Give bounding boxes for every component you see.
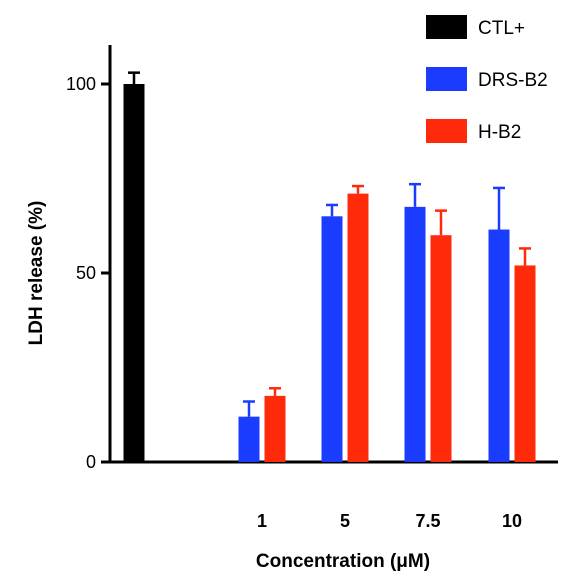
y-tick-label: 50 bbox=[76, 263, 96, 283]
bar-h-b2 bbox=[264, 395, 286, 462]
bar-h-b2 bbox=[430, 235, 452, 462]
legend-swatch bbox=[426, 119, 467, 143]
x-tick-label: 5 bbox=[340, 511, 350, 531]
legend-swatch bbox=[426, 67, 467, 91]
category-labels: 1 5 7.5 10 bbox=[257, 511, 522, 531]
bar-h-b2 bbox=[347, 193, 369, 462]
legend-label: H-B2 bbox=[478, 122, 521, 143]
legend: CTL+ DRS-B2 H-B2 bbox=[426, 15, 548, 143]
bar-drs-b2 bbox=[238, 416, 260, 462]
y-axis: 0 50 100 bbox=[66, 45, 112, 472]
bars bbox=[123, 84, 536, 462]
bar-h-b2 bbox=[514, 265, 536, 462]
error-bars bbox=[128, 71, 531, 417]
x-tick-label: 7.5 bbox=[415, 511, 440, 531]
bar-drs-b2 bbox=[321, 216, 343, 462]
bar-drs-b2 bbox=[404, 206, 426, 462]
legend-label: DRS-B2 bbox=[478, 70, 548, 91]
x-tick-label: 1 bbox=[257, 511, 267, 531]
legend-label: CTL+ bbox=[478, 18, 525, 39]
bar-control bbox=[123, 84, 145, 462]
bar-drs-b2 bbox=[488, 229, 510, 462]
y-tick-label: 100 bbox=[66, 74, 96, 94]
y-tick-label: 0 bbox=[86, 452, 96, 472]
y-axis-title: LDH release (%) bbox=[26, 201, 47, 346]
x-tick-label: 10 bbox=[502, 511, 522, 531]
legend-swatch bbox=[426, 15, 467, 39]
x-axis-title: Concentration (μM) bbox=[256, 551, 430, 572]
